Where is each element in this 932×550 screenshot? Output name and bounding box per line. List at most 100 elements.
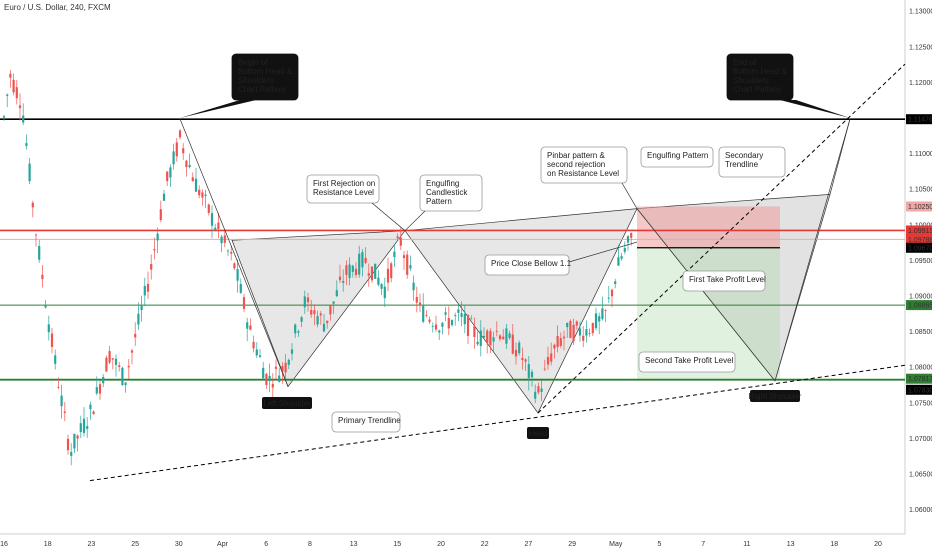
candle-body bbox=[354, 268, 358, 276]
y-tick-label: 1.12500 bbox=[909, 44, 932, 51]
price-close-callout-text: Price Close Bellow 1.1 bbox=[491, 259, 572, 268]
tp2-callout-text: Second Take Profit Level bbox=[645, 356, 734, 365]
candle-body bbox=[265, 373, 268, 386]
price-label-text: 1.09913 bbox=[908, 228, 932, 235]
end-callout-text: Shoulders bbox=[733, 76, 769, 85]
candle-body bbox=[207, 204, 210, 213]
secondary-callout-text: Trendline bbox=[725, 160, 759, 169]
candle-body bbox=[498, 335, 502, 340]
candle-body bbox=[287, 359, 290, 365]
candle-body bbox=[111, 358, 114, 360]
candle-body bbox=[297, 331, 300, 333]
candle-body bbox=[310, 309, 313, 315]
head-tag-box bbox=[527, 427, 549, 439]
candle-body bbox=[76, 435, 79, 439]
candle-body bbox=[169, 167, 172, 178]
candle-body bbox=[377, 277, 380, 285]
x-tick-label: 13 bbox=[350, 541, 358, 548]
candle-body bbox=[610, 289, 614, 297]
candle-body bbox=[438, 330, 441, 333]
candle-body bbox=[463, 313, 466, 325]
candle-body bbox=[194, 178, 198, 192]
candle-body bbox=[412, 282, 415, 291]
candle-body bbox=[322, 323, 326, 332]
candle-body bbox=[15, 87, 18, 99]
candle-body bbox=[210, 213, 214, 226]
candle-body bbox=[214, 227, 217, 230]
candle-body bbox=[425, 314, 428, 316]
candle-body bbox=[630, 232, 633, 238]
engulfing-candle-callout-text: Engulfing bbox=[426, 179, 459, 188]
candle-body bbox=[98, 384, 102, 394]
end-pattern-line bbox=[774, 118, 851, 382]
candle-body bbox=[258, 355, 262, 357]
first-rejection-callout-text: Resistance Level bbox=[313, 188, 374, 197]
price-label-text: 1.10250 bbox=[908, 204, 932, 211]
candle-body bbox=[153, 249, 156, 251]
candle-body bbox=[217, 222, 220, 229]
candle-body bbox=[374, 263, 377, 279]
secondary-trendline bbox=[537, 63, 906, 414]
candle-body bbox=[566, 322, 569, 328]
x-tick-label: 7 bbox=[701, 541, 705, 548]
x-tick-label: 23 bbox=[88, 541, 96, 548]
candle-body bbox=[114, 358, 118, 365]
candle-body bbox=[607, 297, 610, 299]
x-tick-label: 15 bbox=[393, 541, 401, 548]
pinbar-callout-box bbox=[540, 146, 628, 184]
x-tick-label: 5 bbox=[658, 541, 662, 548]
candle-body bbox=[127, 365, 130, 368]
end-callout-text: End of bbox=[733, 58, 757, 67]
y-tick-label: 1.13000 bbox=[909, 9, 932, 16]
candle-body bbox=[143, 285, 146, 296]
engulfing-candle-callout-text: Candlestick bbox=[426, 188, 468, 197]
first-rejection-callout-text: First Rejection on bbox=[313, 179, 375, 188]
candle-body bbox=[303, 296, 306, 308]
price-close-pointer bbox=[568, 241, 638, 263]
begin-callout-text: Begin of bbox=[238, 58, 268, 67]
candle-body bbox=[617, 257, 620, 266]
price-close-callout-box bbox=[484, 254, 570, 276]
y-tick-label: 1.06000 bbox=[909, 507, 932, 514]
x-tick-label: 18 bbox=[44, 541, 52, 548]
candle-body bbox=[578, 328, 582, 336]
candle-body bbox=[367, 273, 370, 276]
end-callout-pointer bbox=[780, 100, 850, 118]
candle-body bbox=[623, 248, 626, 252]
secondary-callout-box bbox=[718, 146, 786, 178]
right-shoulder-tag-box bbox=[750, 390, 800, 402]
candle-body bbox=[38, 245, 41, 260]
candle-body bbox=[601, 308, 604, 320]
x-tick-label: 20 bbox=[874, 541, 882, 548]
begin-callout-text: Chart Pattern bbox=[238, 85, 286, 94]
candle-body bbox=[268, 375, 271, 382]
candle-body bbox=[172, 151, 175, 165]
price-label-box bbox=[906, 225, 932, 236]
candle-body bbox=[386, 268, 390, 283]
x-tick-label: 22 bbox=[481, 541, 489, 548]
x-tick-label: 29 bbox=[568, 541, 576, 548]
tp2-callout-box bbox=[638, 351, 736, 373]
price-label-text: 1.08865 bbox=[908, 303, 932, 310]
candle-body bbox=[402, 255, 406, 259]
candle-body bbox=[582, 335, 585, 341]
y-tick-label: 1.11000 bbox=[909, 151, 932, 158]
candle-body bbox=[137, 313, 140, 325]
pinbar-callout-text: Pinbar pattern & bbox=[547, 151, 605, 160]
candle-body bbox=[281, 366, 284, 372]
candle-body bbox=[249, 325, 252, 330]
candle-body bbox=[415, 297, 418, 303]
candle-body bbox=[351, 265, 354, 272]
first-rejection-pointer bbox=[371, 202, 406, 231]
candle-body bbox=[73, 433, 76, 449]
candle-body bbox=[313, 310, 316, 315]
candle-body bbox=[63, 411, 66, 413]
candle-body bbox=[534, 391, 537, 399]
candle-body bbox=[274, 366, 278, 369]
candle-body bbox=[92, 411, 95, 415]
tp1-callout-text: First Take Profit Level bbox=[689, 275, 766, 284]
candle-body bbox=[604, 310, 607, 311]
stop-loss-zone bbox=[637, 206, 780, 248]
y-tick-label: 1.08500 bbox=[909, 329, 932, 336]
